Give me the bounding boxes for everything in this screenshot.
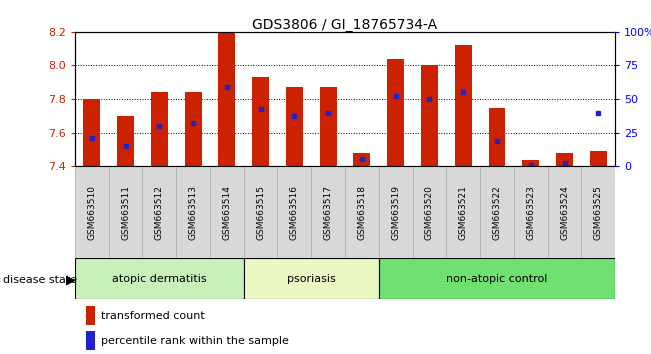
Bar [514,166,547,258]
Bar [83,99,100,166]
Bar [117,116,134,166]
Bar [455,45,472,166]
Text: transformed count: transformed count [101,311,204,321]
Text: GSM663513: GSM663513 [189,185,197,240]
Text: GSM663522: GSM663522 [493,185,501,240]
Bar [353,153,370,166]
Text: ▶: ▶ [66,273,75,286]
Bar [421,65,438,166]
Bar [447,166,480,258]
Text: GSM663517: GSM663517 [324,185,333,240]
Bar [590,151,607,166]
Bar [185,92,202,166]
Text: GSM663511: GSM663511 [121,185,130,240]
Bar [480,166,514,258]
Text: GSM663519: GSM663519 [391,185,400,240]
Bar [176,166,210,258]
Text: psoriasis: psoriasis [287,274,336,284]
Text: GSM663516: GSM663516 [290,185,299,240]
Bar [109,166,143,258]
Bar [286,87,303,166]
Bar [556,153,573,166]
Text: GSM663514: GSM663514 [223,185,231,240]
Bar [311,166,345,258]
Bar [75,258,243,299]
Bar [547,166,581,258]
Bar [218,32,235,166]
Text: GSM663512: GSM663512 [155,185,164,240]
Bar [379,166,413,258]
Bar [413,166,447,258]
Bar [243,258,379,299]
Text: GSM663515: GSM663515 [256,185,265,240]
Text: GSM663521: GSM663521 [459,185,467,240]
Text: GSM663518: GSM663518 [357,185,367,240]
Bar [522,160,539,166]
Bar [345,166,379,258]
Bar [488,108,505,166]
Bar [86,306,96,325]
Bar [320,87,337,166]
Bar [86,331,96,350]
Bar [581,166,615,258]
Bar [379,258,615,299]
Text: percentile rank within the sample: percentile rank within the sample [101,336,288,346]
Text: GSM663524: GSM663524 [560,185,569,240]
Text: non-atopic control: non-atopic control [447,274,547,284]
Bar [277,166,311,258]
Bar [252,77,269,166]
Text: disease state: disease state [3,275,77,285]
Text: GDS3806 / GI_18765734-A: GDS3806 / GI_18765734-A [253,18,437,32]
Bar [151,92,168,166]
Bar [75,166,109,258]
Text: GSM663523: GSM663523 [526,185,535,240]
Bar [143,166,176,258]
Bar [243,166,277,258]
Text: atopic dermatitis: atopic dermatitis [112,274,206,284]
Text: GSM663510: GSM663510 [87,185,96,240]
Bar [387,59,404,166]
Text: GSM663525: GSM663525 [594,185,603,240]
Text: GSM663520: GSM663520 [425,185,434,240]
Bar [210,166,243,258]
